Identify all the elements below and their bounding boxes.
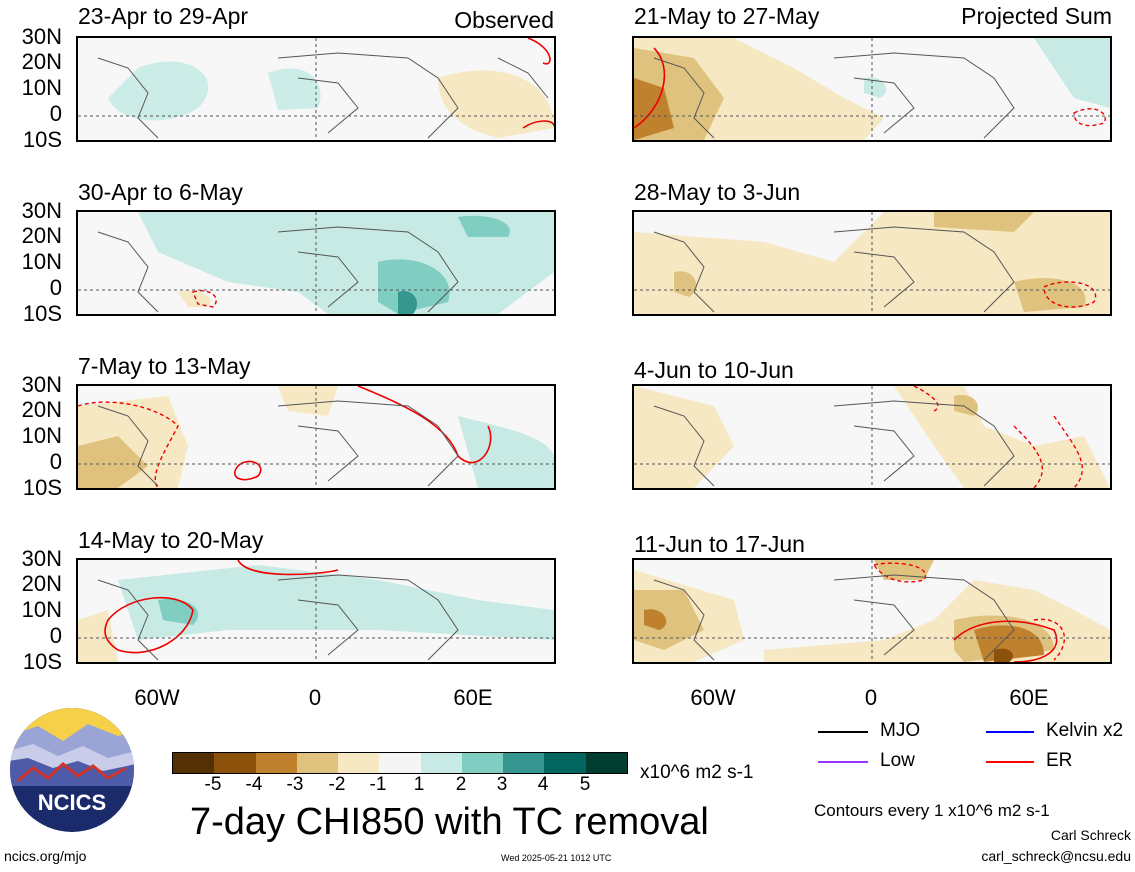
legend-label: MJO (880, 720, 921, 741)
lon-label: 60W (690, 685, 736, 710)
legend-label: ER (1046, 750, 1073, 771)
panel-title: 14-May to 20-May (78, 527, 264, 553)
logo-text: NCICS (38, 790, 106, 815)
map-panel (632, 210, 1112, 316)
lat-label: 20N (21, 571, 62, 596)
legend-label: Kelvin x2 (1046, 720, 1124, 741)
colorbar-tick: 2 (455, 774, 467, 795)
lat-label: 10N (21, 75, 62, 100)
colorbar-tick: 4 (537, 774, 549, 795)
site-link[interactable]: ncics.org/mjo (4, 848, 87, 864)
lon-label: 60E (1009, 685, 1049, 710)
legend-swatch-kelvin (986, 731, 1034, 733)
colorbar-tick: 3 (496, 774, 508, 795)
map-panel (76, 36, 556, 142)
main-title: 7-day CHI850 with TC removal (190, 801, 709, 843)
lat-label: 10S (22, 475, 62, 500)
lat-label: 10N (21, 597, 62, 622)
lat-label: 0 (49, 275, 62, 300)
colorbar-swatch (255, 753, 297, 773)
panel-title: 11-Jun to 17-Jun (634, 531, 805, 557)
contour-note: Contours every 1 x10^6 m2 s-1 (814, 801, 1050, 820)
map-panel (632, 36, 1112, 142)
colorbar-swatch (214, 753, 256, 773)
map-panel (632, 558, 1112, 664)
panel-title: 4-Jun to 10-Jun (634, 357, 794, 383)
lat-label: 30N (21, 24, 62, 49)
colorbar-tick: 5 (579, 774, 591, 795)
lat-label: 30N (21, 546, 62, 571)
panel-title: 30-Apr to 6-May (78, 179, 243, 205)
column-label: Observed (454, 7, 554, 33)
lat-label: 0 (49, 449, 62, 474)
panel-title: 21-May to 27-May (634, 3, 820, 29)
panel-title: 7-May to 13-May (78, 353, 251, 379)
lat-label: 0 (49, 623, 62, 648)
lat-label: 30N (21, 198, 62, 223)
lat-label: 30N (21, 372, 62, 397)
legend-swatch-low (818, 761, 868, 763)
lat-label: 20N (21, 49, 62, 74)
colorbar-tick: -4 (245, 774, 263, 795)
lat-label: 20N (21, 397, 62, 422)
colorbar-swatch (173, 753, 215, 773)
lon-label: 0 (864, 685, 878, 710)
legend-label: Low (880, 750, 915, 771)
colorbar-tick: 1 (413, 774, 425, 795)
panel-title: 28-May to 3-Jun (634, 179, 801, 205)
colorbar-swatch (461, 753, 504, 773)
legend-swatch-er (986, 761, 1034, 763)
colorbar-swatch (420, 753, 462, 773)
lat-label: 20N (21, 223, 62, 248)
map-panel (632, 384, 1112, 490)
colorbar-swatch (544, 753, 586, 773)
colorbar-tick: -2 (328, 774, 346, 795)
colorbar-swatch (503, 753, 545, 773)
lon-label: 0 (308, 685, 322, 710)
colorbar-units: x10^6 m2 s-1 (640, 762, 754, 783)
author: Carl Schreck (1050, 827, 1131, 843)
map-panel (76, 558, 556, 664)
timestamp: Wed 2025-05-21 1012 UTC (501, 853, 612, 863)
map-panel (76, 210, 556, 316)
map-panel (76, 384, 556, 490)
colorbar-swatch (296, 753, 339, 773)
colorbar-tick: -5 (204, 774, 222, 795)
lat-label: 10N (21, 423, 62, 448)
panel-title: 23-Apr to 29-Apr (78, 3, 249, 29)
column-label: Projected Sum (961, 3, 1112, 29)
lat-label: 10S (22, 127, 62, 152)
lat-label: 0 (49, 101, 62, 126)
lon-label: 60E (453, 685, 493, 710)
ncics-logo: NCICS (8, 706, 136, 834)
legend-swatch-mjo (818, 731, 868, 733)
lat-label: 10N (21, 249, 62, 274)
lat-label: 10S (22, 301, 62, 326)
colorbar-swatch (585, 753, 627, 773)
colorbar (172, 752, 628, 774)
lat-label: 10S (22, 649, 62, 674)
colorbar-swatch (338, 753, 380, 773)
colorbar-swatch (379, 753, 421, 773)
colorbar-tick: -1 (369, 774, 387, 795)
author-email: carl_schreck@ncsu.edu (981, 848, 1131, 864)
colorbar-tick: -3 (286, 774, 304, 795)
lon-label: 60W (134, 685, 180, 710)
